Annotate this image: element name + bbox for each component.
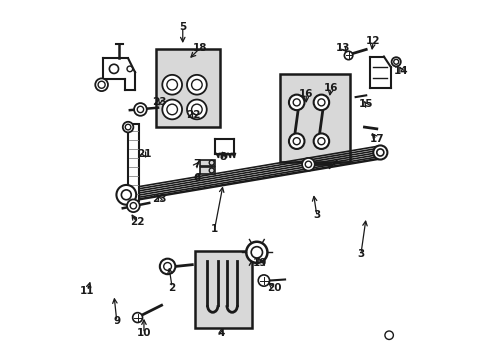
Text: 15: 15 (358, 99, 373, 109)
Text: 11: 11 (80, 286, 95, 296)
Text: 20: 20 (266, 283, 281, 293)
Circle shape (288, 134, 304, 149)
Circle shape (134, 103, 146, 116)
Text: 13: 13 (335, 43, 350, 53)
Text: 17: 17 (369, 134, 384, 144)
Circle shape (186, 100, 206, 119)
Circle shape (372, 145, 386, 159)
Bar (200, 159, 214, 166)
Circle shape (344, 51, 352, 60)
Text: 3: 3 (357, 249, 364, 259)
Bar (195, 251, 251, 328)
Text: 10: 10 (137, 328, 151, 338)
Text: 22: 22 (129, 217, 144, 227)
Circle shape (313, 134, 328, 149)
Circle shape (313, 95, 328, 110)
Bar (127, 123, 139, 201)
Circle shape (246, 242, 267, 263)
Text: 6: 6 (193, 173, 200, 183)
Circle shape (302, 158, 314, 171)
Circle shape (122, 122, 133, 132)
Circle shape (116, 185, 136, 205)
Text: 23: 23 (152, 194, 167, 204)
Text: 5: 5 (179, 22, 186, 32)
Circle shape (162, 100, 182, 119)
Text: 12: 12 (366, 36, 380, 46)
Bar (200, 167, 214, 174)
Text: 3: 3 (312, 210, 320, 220)
Text: 14: 14 (393, 66, 408, 76)
Text: 19: 19 (253, 258, 267, 268)
Circle shape (132, 312, 142, 323)
Bar (279, 74, 349, 162)
Bar (156, 49, 219, 127)
Text: 4: 4 (218, 328, 225, 338)
Circle shape (160, 259, 175, 274)
Circle shape (391, 57, 400, 66)
Text: 22: 22 (186, 110, 200, 120)
Circle shape (162, 75, 182, 95)
Text: 9: 9 (113, 316, 120, 326)
Text: 7: 7 (193, 159, 200, 169)
Text: 16: 16 (323, 83, 338, 93)
Text: 18: 18 (193, 43, 207, 53)
Circle shape (288, 95, 304, 110)
Text: 8: 8 (219, 152, 226, 162)
Text: 23: 23 (152, 98, 167, 107)
Circle shape (127, 199, 140, 212)
Text: 1: 1 (210, 224, 218, 234)
Circle shape (258, 275, 269, 286)
Circle shape (95, 78, 108, 91)
Text: 2: 2 (168, 283, 176, 293)
Text: 16: 16 (298, 89, 313, 99)
Circle shape (186, 75, 206, 95)
Text: 21: 21 (137, 149, 151, 158)
